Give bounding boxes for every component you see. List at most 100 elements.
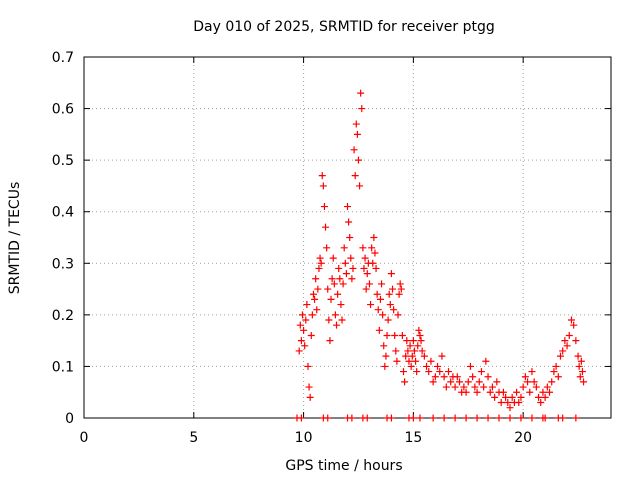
data-point xyxy=(475,378,483,386)
data-point xyxy=(333,321,341,329)
data-point xyxy=(528,368,536,376)
data-point xyxy=(302,316,310,324)
data-point xyxy=(418,347,426,355)
data-point xyxy=(477,368,485,376)
data-point xyxy=(339,280,347,288)
data-point xyxy=(515,399,523,407)
data-point xyxy=(404,347,412,355)
data-point xyxy=(349,264,357,272)
data-point xyxy=(473,388,481,396)
data-point xyxy=(408,352,416,360)
data-point xyxy=(367,301,375,309)
data-point xyxy=(517,393,525,401)
data-point xyxy=(338,316,346,324)
data-point xyxy=(407,362,415,370)
data-point xyxy=(403,337,411,345)
data-point xyxy=(420,352,428,360)
data-point xyxy=(447,378,455,386)
data-point xyxy=(550,368,558,376)
data-point xyxy=(455,378,463,386)
data-point xyxy=(308,311,316,319)
y-tick-label: 0.4 xyxy=(52,205,74,221)
data-point xyxy=(372,264,380,272)
data-point xyxy=(497,399,505,407)
data-point xyxy=(298,311,306,319)
data-point xyxy=(398,331,406,339)
data-point xyxy=(311,295,319,303)
data-point xyxy=(389,285,397,293)
data-point xyxy=(328,275,336,283)
data-point xyxy=(415,326,423,334)
data-point xyxy=(394,311,402,319)
data-point xyxy=(323,244,331,252)
data-points xyxy=(293,89,588,422)
data-point xyxy=(506,414,514,422)
y-tick-label: 0.3 xyxy=(52,256,74,272)
data-point xyxy=(537,399,545,407)
data-point xyxy=(543,383,551,391)
data-point xyxy=(580,378,588,386)
data-point xyxy=(409,414,417,422)
data-point xyxy=(348,275,356,283)
data-point xyxy=(528,414,536,422)
data-point xyxy=(532,383,540,391)
data-point xyxy=(539,388,547,396)
data-point xyxy=(359,244,367,252)
data-point xyxy=(393,357,401,365)
data-point xyxy=(491,393,499,401)
data-point xyxy=(319,182,327,190)
data-point xyxy=(502,393,510,401)
data-point xyxy=(453,373,461,381)
data-point xyxy=(574,352,582,360)
data-point xyxy=(524,378,532,386)
data-point xyxy=(462,414,470,422)
data-point xyxy=(570,321,578,329)
data-point xyxy=(429,414,437,422)
data-point xyxy=(482,357,490,365)
data-point xyxy=(362,285,370,293)
data-point xyxy=(486,388,494,396)
data-point xyxy=(473,414,481,422)
data-point xyxy=(395,290,403,298)
data-point xyxy=(423,362,431,370)
data-point xyxy=(416,331,424,339)
data-point xyxy=(399,368,407,376)
data-point xyxy=(405,357,413,365)
data-point xyxy=(396,280,404,288)
data-point xyxy=(425,368,433,376)
data-point xyxy=(346,234,354,241)
data-point xyxy=(427,357,435,365)
data-point xyxy=(348,414,356,422)
y-axis-title: SRMTID / TECUs xyxy=(7,182,23,295)
data-point xyxy=(578,368,586,376)
data-point xyxy=(363,270,371,278)
data-point xyxy=(445,368,453,376)
data-point xyxy=(305,383,313,391)
data-point xyxy=(354,156,362,164)
data-point xyxy=(506,404,514,412)
data-point xyxy=(324,285,332,293)
data-point xyxy=(307,331,315,339)
data-point xyxy=(368,244,376,252)
data-point xyxy=(387,270,395,278)
data-point xyxy=(380,342,388,350)
data-point xyxy=(577,357,585,365)
y-tick-label: 0.6 xyxy=(52,102,74,118)
data-point xyxy=(370,234,378,241)
data-point xyxy=(365,280,373,288)
data-point xyxy=(572,414,580,422)
data-point xyxy=(353,130,361,138)
data-point xyxy=(309,290,317,298)
data-point xyxy=(414,342,422,350)
data-point xyxy=(303,301,311,309)
data-point xyxy=(563,342,571,350)
data-point xyxy=(499,388,507,396)
data-point xyxy=(351,172,359,180)
data-point xyxy=(350,146,358,154)
data-point xyxy=(301,342,309,350)
data-point xyxy=(334,290,342,298)
data-point xyxy=(559,347,567,355)
data-point xyxy=(504,399,512,407)
data-point xyxy=(383,331,391,339)
